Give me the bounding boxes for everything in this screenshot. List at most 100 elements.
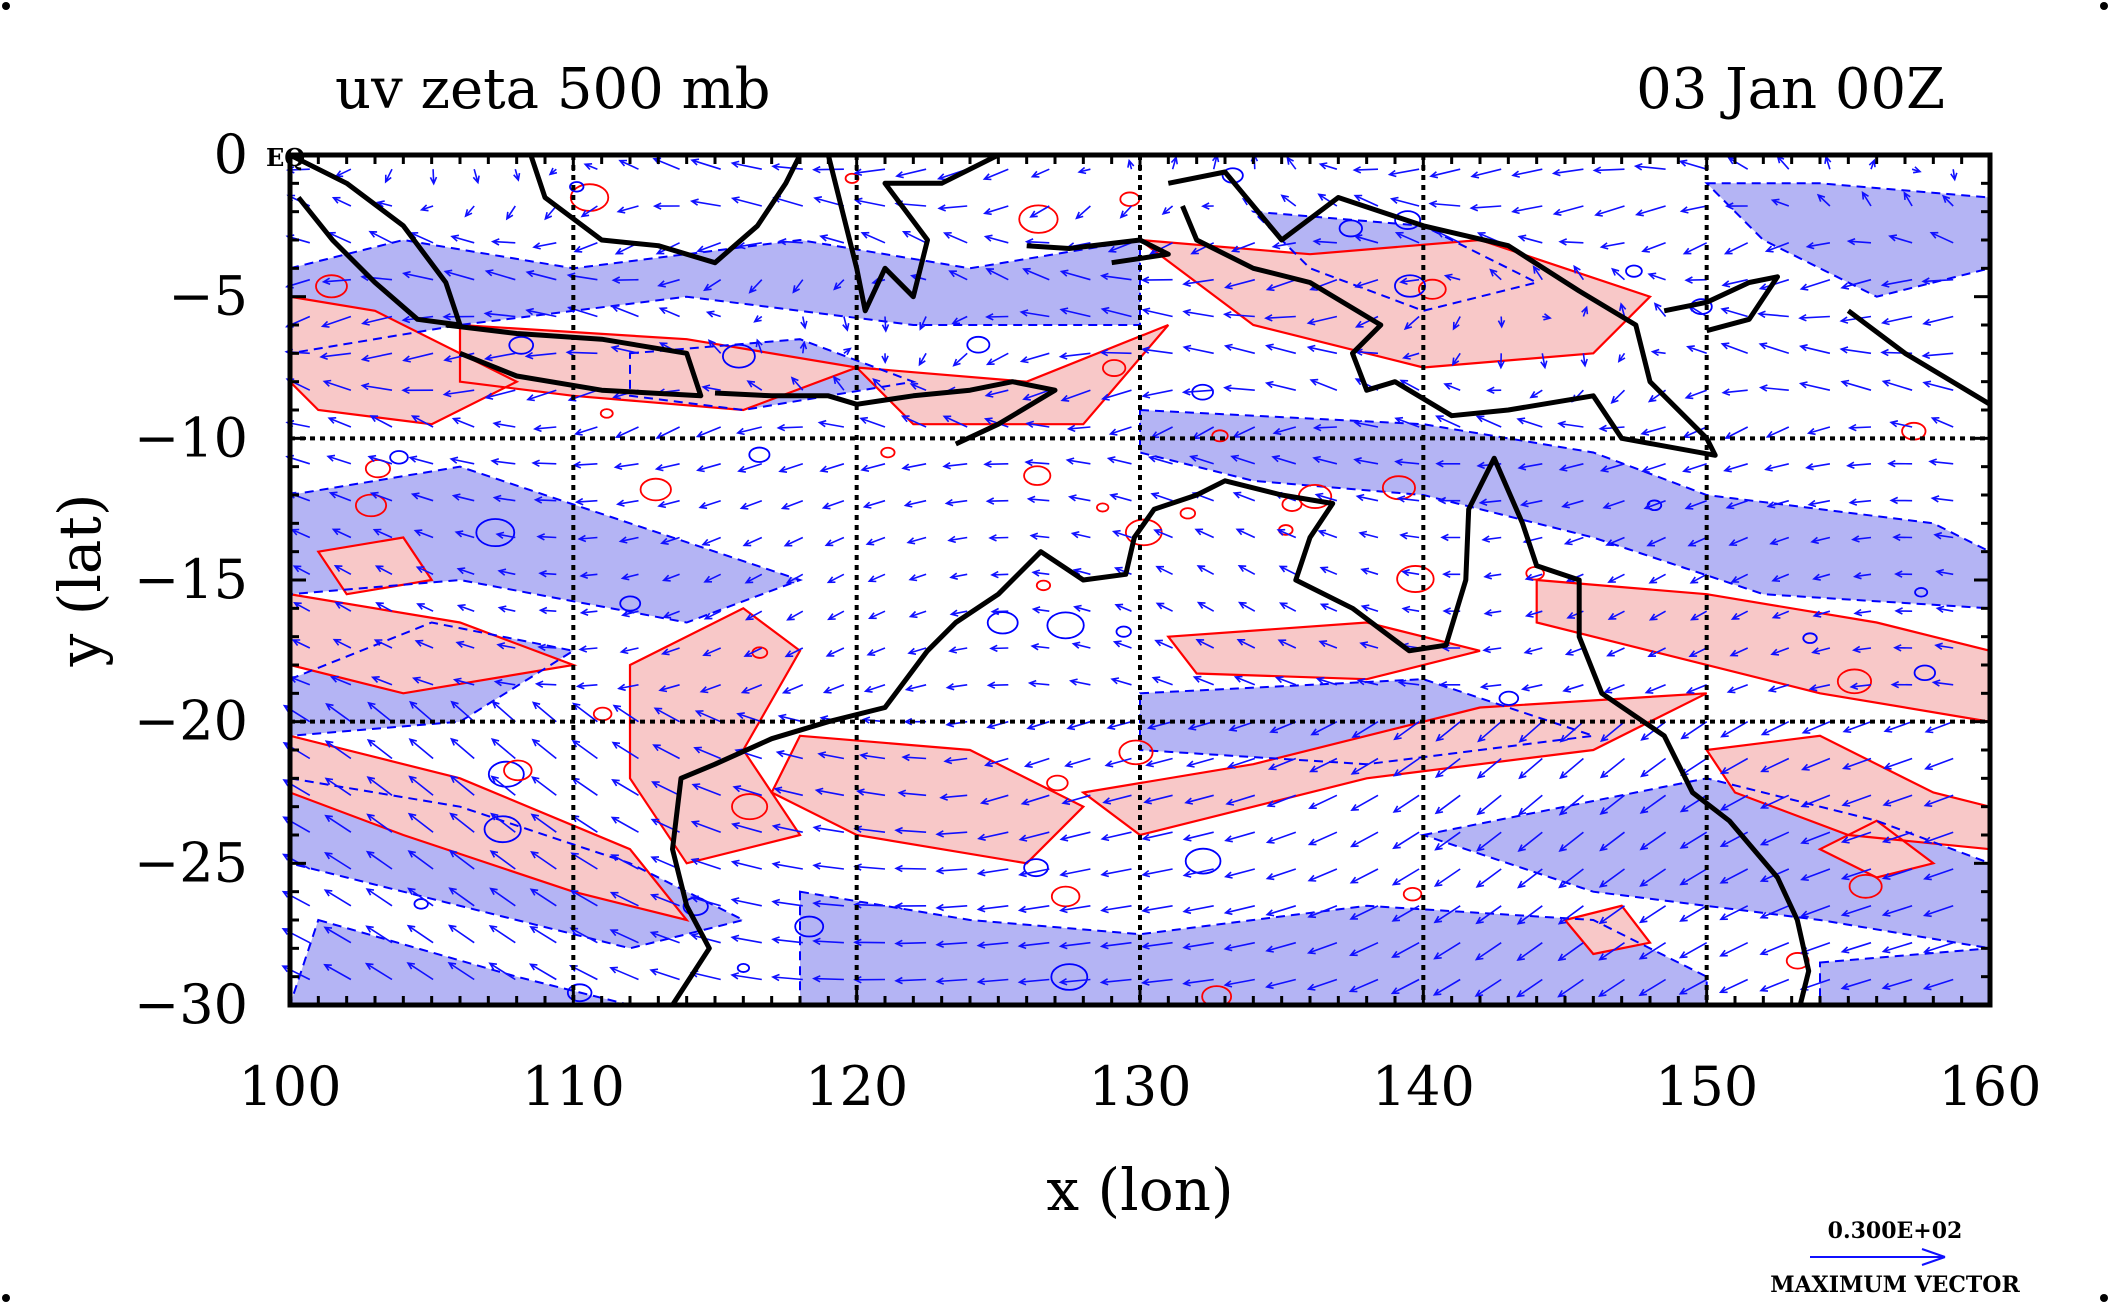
wind-vector [1552, 205, 1584, 216]
wind-vector [331, 528, 352, 539]
wind-vector [1099, 272, 1132, 281]
wind-vector [1018, 868, 1050, 878]
wind-vector [1353, 420, 1379, 428]
wind-vector [855, 788, 886, 797]
wind-vector [982, 168, 1009, 181]
wind-vector [1520, 684, 1543, 692]
wind-vector [1929, 231, 1954, 244]
wind-vector [1893, 644, 1913, 652]
wind-vector [990, 570, 1009, 579]
wind-vector [744, 610, 763, 621]
wind-vector [1882, 757, 1913, 770]
wind-vector [1483, 608, 1502, 617]
wind-vector [1066, 720, 1091, 731]
wind-vector [1389, 196, 1420, 207]
wind-vector [324, 740, 352, 760]
wind-vector [1475, 905, 1502, 925]
wind-vector [538, 569, 557, 578]
legend-arrowhead [1921, 1248, 1946, 1266]
title-right: 03 Jan 00Z [1636, 57, 1945, 122]
wind-vector [1848, 498, 1872, 506]
wind-vector [1360, 567, 1379, 576]
wind-vector [1719, 941, 1749, 957]
wind-vector [1277, 639, 1297, 649]
wind-vector [1686, 345, 1707, 355]
wind-vector [1102, 794, 1132, 805]
wind-vector [1760, 757, 1790, 773]
wind-vector [331, 196, 352, 207]
wind-vector [1141, 941, 1173, 950]
wind-vector [1359, 641, 1379, 649]
wind-vector [612, 704, 639, 723]
wind-vector [1059, 307, 1091, 318]
wind-vector [853, 938, 886, 947]
wind-vector [1923, 831, 1954, 844]
wind-vector [822, 684, 845, 694]
positive-vorticity-contour [458, 323, 861, 412]
wind-vector [944, 498, 968, 507]
wind-vector [1810, 536, 1831, 545]
wind-vector [1402, 352, 1420, 360]
wind-vector [1067, 494, 1091, 502]
wind-vector [742, 536, 763, 547]
wind-vector [1523, 647, 1543, 655]
wind-vector [703, 610, 722, 620]
wind-vector [442, 389, 475, 398]
wind-vector [611, 276, 639, 284]
wind-vector [824, 536, 845, 547]
wind-vector [548, 167, 558, 176]
wind-vector [731, 822, 763, 833]
negative-vorticity-area [290, 466, 800, 623]
wind-vector [1349, 941, 1379, 957]
wind-vector [986, 681, 1009, 689]
wind-vector [320, 315, 352, 328]
wind-vector [1192, 675, 1214, 686]
positive-vorticity-area [856, 325, 1169, 425]
wind-vector [1153, 529, 1173, 539]
wind-vector [1352, 166, 1379, 174]
wind-vector [1805, 463, 1831, 471]
wind-vector [1617, 352, 1626, 363]
wind-vector [951, 315, 968, 325]
wind-vector [1770, 198, 1790, 207]
negative-vorticity-contour [1819, 947, 1990, 1005]
wind-vector [1434, 794, 1461, 815]
wind-vector [1638, 942, 1667, 960]
wind-vector [1312, 423, 1337, 432]
wind-vector [610, 816, 639, 833]
wind-vector [1921, 351, 1954, 360]
wind-vector [894, 939, 927, 948]
wind-vector [736, 712, 763, 723]
wind-vector [1924, 720, 1954, 734]
wind-vector [1264, 314, 1296, 322]
y-tick-label: −5 [168, 265, 248, 328]
wind-vector [1434, 757, 1461, 779]
wind-vector [1442, 570, 1461, 579]
wind-vector [1770, 647, 1790, 656]
wind-vector [1070, 531, 1091, 539]
wind-vector [1161, 205, 1174, 215]
wind-vector [484, 269, 516, 281]
wind-vector [452, 677, 475, 686]
wind-vector [1265, 978, 1296, 990]
wind-vector [490, 812, 516, 833]
negative-vorticity-area [290, 920, 630, 1005]
wind-vector [853, 197, 886, 207]
wind-vector [1639, 868, 1667, 887]
wind-vector [730, 897, 762, 907]
wind-vector [513, 168, 521, 182]
wind-vector [703, 279, 722, 292]
wind-vector [1851, 645, 1872, 654]
negative-vorticity-contour [290, 238, 1141, 355]
wind-vector [1478, 498, 1502, 506]
wind-vector [894, 902, 927, 910]
wind-vector [1280, 194, 1297, 207]
wind-vector [1559, 721, 1584, 743]
wind-vector [1150, 492, 1173, 502]
wind-vector [1517, 794, 1543, 816]
wind-vector [1881, 941, 1913, 954]
wind-vector [1390, 978, 1420, 995]
vorticity-cell-contour [1184, 847, 1222, 875]
wind-vector [1721, 388, 1748, 396]
wind-vector [1847, 423, 1872, 432]
